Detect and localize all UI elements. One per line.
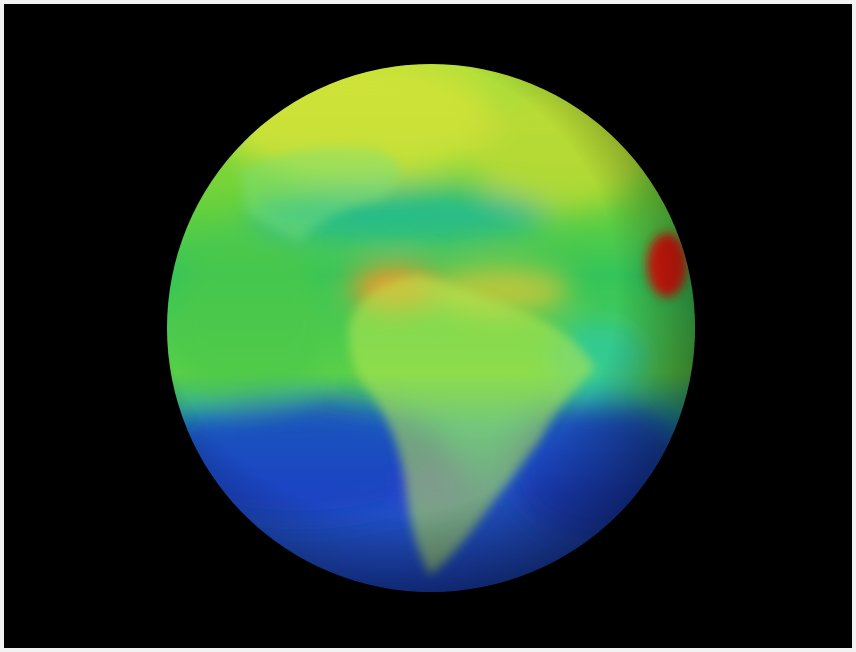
globe (167, 64, 695, 592)
globe-image (4, 4, 852, 648)
